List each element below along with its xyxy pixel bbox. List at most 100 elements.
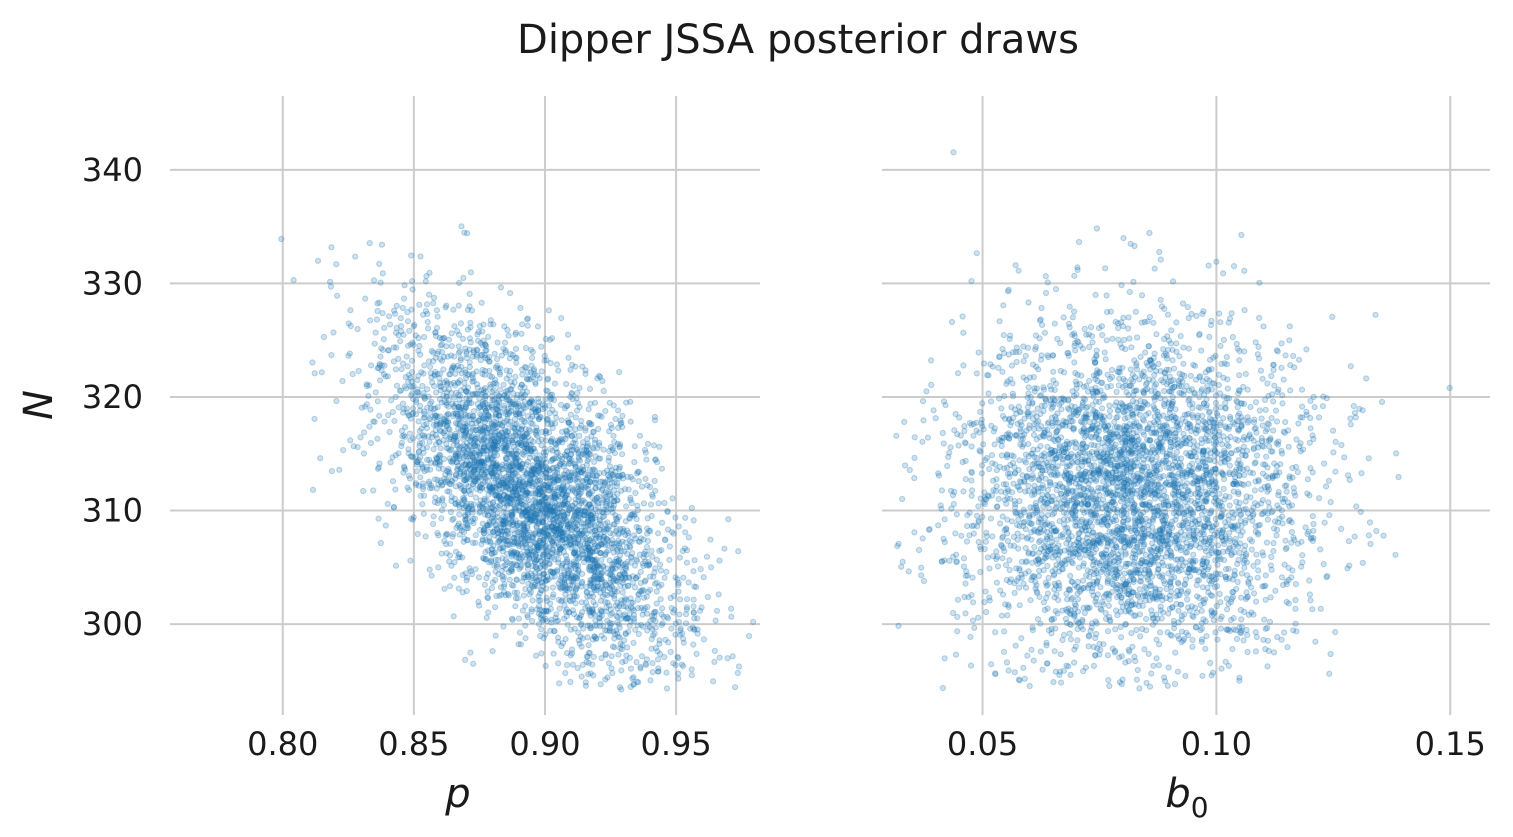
left-scatter-point (449, 477, 456, 484)
left-scatter-point (489, 473, 496, 480)
left-scatter-point (603, 467, 611, 474)
left-scatter-point (380, 336, 387, 343)
left-scatter-point (591, 458, 598, 465)
left-scatter-point (347, 437, 354, 444)
left-scatter-point (519, 553, 526, 561)
left-scatter-point (662, 636, 669, 643)
left-scatter-point (497, 365, 504, 372)
left-scatter-point (408, 357, 416, 364)
left-scatter-point (575, 637, 582, 644)
left-scatter-point (561, 515, 568, 522)
left-scatter-point (482, 393, 489, 400)
left-scatter-point (508, 517, 515, 525)
left-scatter-point (589, 636, 597, 643)
left-scatter-point (454, 328, 461, 335)
left-scatter-point (586, 501, 593, 508)
left-scatter-point (602, 408, 609, 415)
left-scatter-point (488, 454, 495, 462)
left-scatter-point (501, 339, 509, 346)
left-scatter-point (647, 677, 654, 684)
left-scatter-point (522, 404, 529, 411)
left-scatter-point (582, 605, 589, 612)
left-scatter-point (666, 543, 673, 550)
left-scatter-point (637, 663, 644, 671)
left-scatter-point (436, 439, 443, 446)
left-scatter-point (703, 553, 711, 560)
left-scatter-point (548, 395, 555, 402)
left-scatter-point (611, 644, 618, 651)
left-scatter-point (311, 415, 318, 422)
left-scatter-point (563, 452, 570, 459)
left-scatter-point (508, 456, 516, 463)
left-scatter-point (454, 411, 461, 418)
left-scatter-point (610, 549, 617, 556)
left-scatter-point (531, 371, 538, 378)
left-scatter-point (501, 527, 508, 534)
left-scatter-point (514, 491, 521, 499)
left-scatter-point (471, 390, 479, 397)
left-scatter-point (533, 462, 540, 470)
left-scatter-point (509, 351, 517, 358)
left-scatter-point (716, 654, 723, 661)
left-scatter-point (484, 478, 491, 485)
left-scatter-point (547, 445, 554, 452)
left-scatter-point (409, 278, 416, 285)
left-scatter-point (551, 479, 558, 486)
left-scatter-point (379, 346, 387, 353)
left-scatter-point (524, 447, 531, 454)
left-scatter-point (512, 345, 520, 352)
left-scatter-point (602, 599, 609, 606)
left-scatter-point (602, 627, 609, 634)
left-scatter-point (624, 582, 632, 590)
left-scatter-point (690, 517, 697, 524)
left-scatter-point (542, 449, 550, 456)
left-scatter-point (542, 396, 549, 403)
left-scatter-point (592, 512, 600, 519)
left-scatter-point (688, 672, 695, 679)
right-scatter-point (1075, 238, 1083, 246)
left-scatter-point (636, 432, 644, 439)
left-scatter-point (493, 525, 501, 532)
left-scatter-point (397, 338, 404, 345)
left-scatter-point (386, 428, 393, 436)
left-scatter-point (496, 538, 503, 546)
left-scatter-point (472, 566, 479, 573)
left-scatter-point (562, 586, 569, 594)
left-scatter-point (519, 544, 526, 551)
left-scatter-point (553, 529, 560, 536)
left-scatter-point (456, 392, 463, 399)
left-scatter-point (691, 583, 698, 590)
left-scatter-point (485, 333, 492, 340)
left-scatter-point (649, 669, 656, 676)
right-scatter-point (1099, 331, 1106, 339)
left-scatter-point (541, 501, 548, 508)
left-scatter-point (672, 574, 679, 581)
left-scatter-point (550, 464, 557, 471)
left-scatter-point (536, 455, 543, 462)
left-scatter-point (509, 541, 517, 548)
left-scatter-point (573, 584, 580, 591)
left-scatter-point (438, 383, 445, 390)
left-scatter-point (579, 548, 586, 555)
left-scatter-point (569, 487, 576, 494)
left-scatter-point (536, 491, 543, 498)
right-scatter-point (954, 628, 961, 635)
left-scatter-point (467, 466, 474, 473)
left-scatter-point (550, 627, 558, 635)
left-scatter-point (594, 495, 601, 502)
left-scatter-point (621, 583, 628, 591)
left-scatter-point (438, 507, 446, 514)
left-scatter-point (456, 446, 463, 453)
left-scatter-point (551, 541, 558, 549)
left-scatter-point (606, 501, 613, 508)
left-scatter-point (630, 639, 637, 647)
left-scatter-point (543, 543, 550, 550)
left-scatter-point (621, 486, 629, 493)
left-scatter-point (493, 561, 500, 568)
left-scatter-point (626, 543, 633, 550)
left-scatter-point (642, 449, 649, 456)
left-scatter-point (483, 497, 490, 504)
left-scatter-point (622, 564, 629, 572)
left-scatter-point (596, 483, 603, 491)
left-scatter-point (508, 476, 515, 483)
